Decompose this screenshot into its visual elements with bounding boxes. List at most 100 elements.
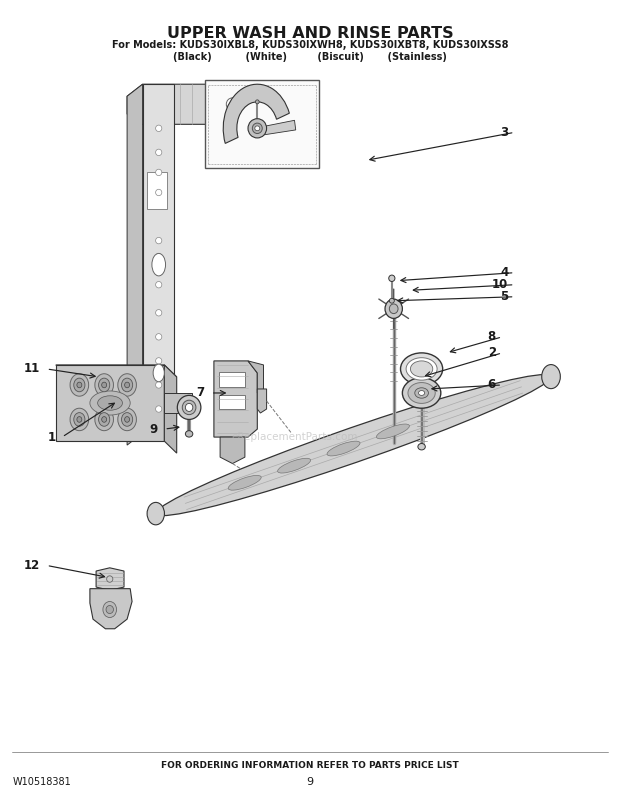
Ellipse shape (410, 361, 433, 377)
Polygon shape (143, 84, 174, 433)
Ellipse shape (125, 417, 130, 423)
Ellipse shape (70, 374, 89, 396)
Ellipse shape (418, 444, 425, 450)
Ellipse shape (125, 382, 130, 388)
Polygon shape (127, 84, 260, 124)
Ellipse shape (327, 441, 360, 456)
Bar (147, 172, 167, 209)
Text: 6: 6 (488, 379, 496, 391)
Ellipse shape (156, 382, 162, 388)
Ellipse shape (376, 424, 409, 439)
Ellipse shape (389, 298, 394, 303)
Ellipse shape (385, 299, 402, 318)
Ellipse shape (418, 391, 425, 395)
Ellipse shape (156, 253, 162, 260)
Bar (219, 395, 245, 409)
Polygon shape (127, 84, 143, 445)
Polygon shape (96, 568, 124, 590)
Ellipse shape (278, 458, 311, 473)
Bar (219, 372, 245, 387)
Ellipse shape (156, 406, 162, 412)
Ellipse shape (406, 358, 437, 380)
Ellipse shape (240, 101, 246, 107)
Ellipse shape (401, 353, 443, 385)
Ellipse shape (102, 417, 107, 423)
Bar (147, 428, 159, 438)
Ellipse shape (103, 602, 117, 618)
Ellipse shape (74, 412, 85, 427)
Polygon shape (156, 375, 551, 516)
Text: 4: 4 (500, 266, 508, 279)
Text: eReplacementParts.com: eReplacementParts.com (231, 432, 358, 442)
Ellipse shape (389, 275, 395, 282)
Ellipse shape (156, 125, 162, 132)
Polygon shape (248, 361, 264, 393)
Ellipse shape (389, 304, 398, 314)
Text: 8: 8 (488, 330, 496, 343)
Ellipse shape (118, 408, 136, 431)
Text: 12: 12 (24, 559, 40, 572)
Ellipse shape (156, 358, 162, 364)
Ellipse shape (147, 502, 164, 525)
Ellipse shape (90, 391, 130, 415)
Ellipse shape (156, 282, 162, 288)
Text: (Black)          (White)         (Biscuit)       (Stainless): (Black) (White) (Biscuit) (Stainless) (173, 52, 447, 62)
Ellipse shape (408, 383, 435, 403)
Ellipse shape (70, 408, 89, 431)
Text: 7: 7 (197, 387, 205, 399)
Bar (147, 398, 169, 414)
Polygon shape (164, 394, 192, 412)
Ellipse shape (156, 310, 162, 316)
Ellipse shape (99, 412, 110, 427)
Polygon shape (56, 365, 177, 377)
Text: 11: 11 (24, 363, 40, 375)
Ellipse shape (252, 124, 262, 134)
Ellipse shape (156, 237, 162, 244)
Ellipse shape (185, 431, 193, 437)
Polygon shape (90, 589, 132, 629)
Text: FOR ORDERING INFORMATION REFER TO PARTS PRICE LIST: FOR ORDERING INFORMATION REFER TO PARTS … (161, 761, 459, 771)
Ellipse shape (97, 395, 123, 411)
Bar (205, 80, 319, 168)
Ellipse shape (182, 400, 196, 415)
Ellipse shape (228, 476, 261, 490)
Ellipse shape (152, 253, 166, 276)
Ellipse shape (542, 365, 560, 389)
Ellipse shape (226, 98, 239, 111)
Text: For Models: KUDS30IXBL8, KUDS30IXWH8, KUDS30IXBT8, KUDS30IXSS8: For Models: KUDS30IXBL8, KUDS30IXWH8, KU… (112, 40, 508, 50)
Ellipse shape (415, 388, 428, 399)
Ellipse shape (95, 374, 113, 396)
Ellipse shape (156, 334, 162, 340)
Ellipse shape (122, 412, 133, 427)
Ellipse shape (95, 408, 113, 431)
Polygon shape (214, 361, 257, 437)
Text: 5: 5 (500, 290, 508, 303)
Ellipse shape (255, 100, 259, 104)
Ellipse shape (118, 374, 136, 396)
Ellipse shape (156, 149, 162, 156)
Ellipse shape (156, 189, 162, 196)
Ellipse shape (177, 395, 201, 419)
Polygon shape (56, 365, 164, 441)
Ellipse shape (248, 119, 267, 138)
Text: W10518381: W10518381 (12, 777, 71, 787)
Text: 9: 9 (150, 423, 158, 435)
Text: 1: 1 (48, 431, 56, 444)
Text: UPPER WASH AND RINSE PARTS: UPPER WASH AND RINSE PARTS (167, 26, 453, 41)
Ellipse shape (402, 378, 441, 408)
Polygon shape (254, 120, 296, 136)
Ellipse shape (106, 606, 113, 614)
Ellipse shape (74, 379, 85, 392)
Ellipse shape (156, 169, 162, 176)
Ellipse shape (107, 576, 113, 582)
Text: 3: 3 (500, 126, 508, 139)
Ellipse shape (122, 379, 133, 392)
Text: 2: 2 (488, 346, 496, 359)
Ellipse shape (77, 417, 82, 423)
Wedge shape (223, 84, 290, 144)
Ellipse shape (102, 382, 107, 388)
Ellipse shape (255, 126, 260, 131)
Ellipse shape (77, 382, 82, 388)
Polygon shape (257, 389, 267, 413)
Text: 9: 9 (306, 777, 314, 787)
